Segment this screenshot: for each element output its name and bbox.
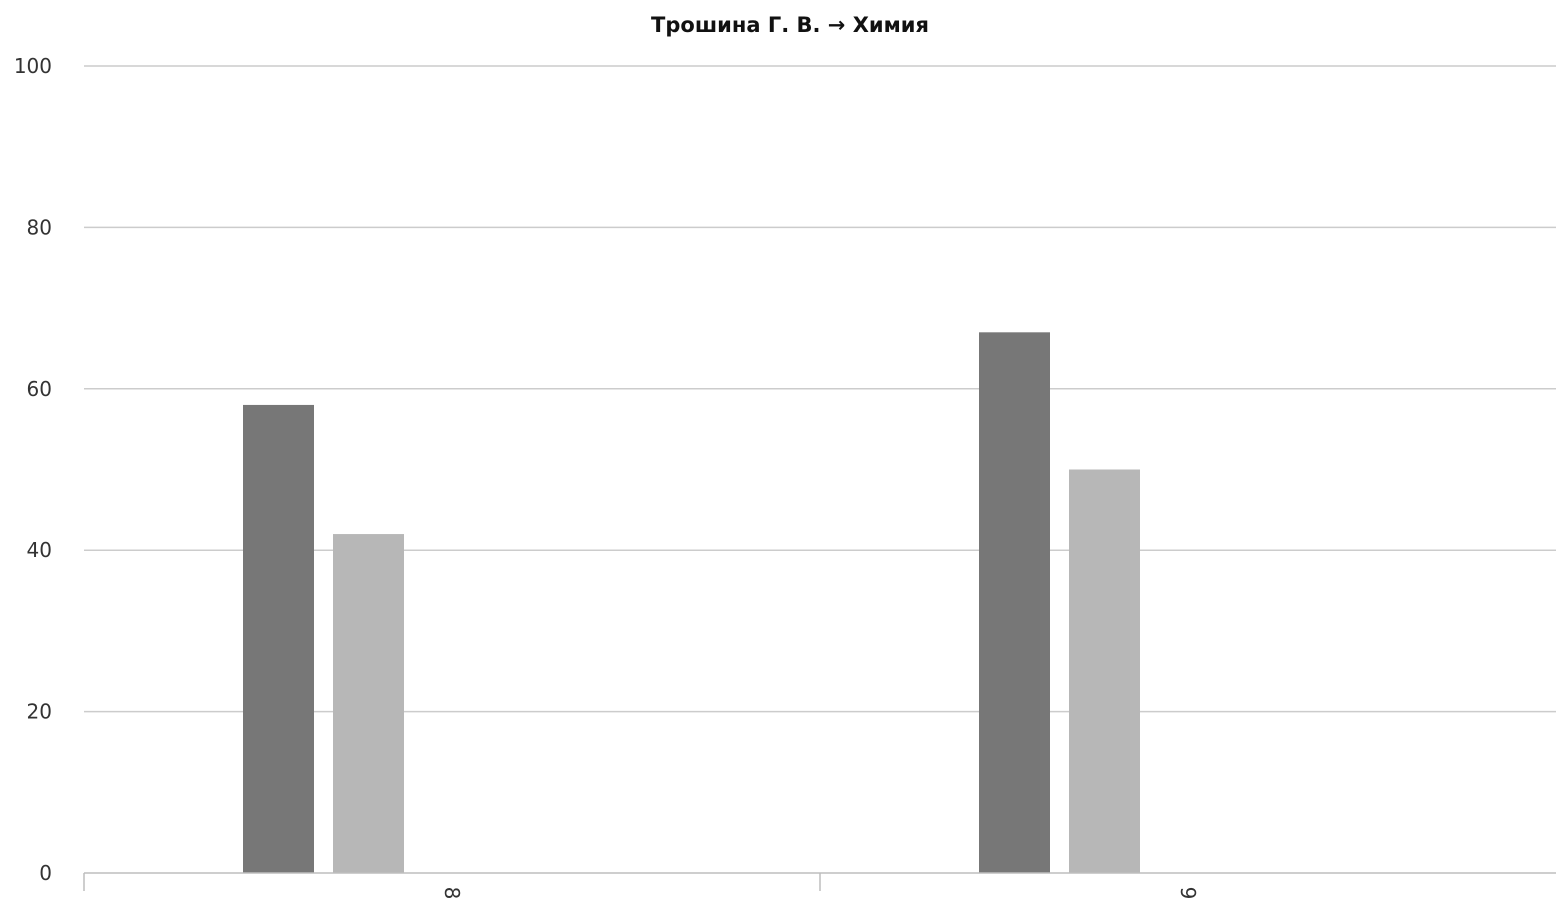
y-tick-label: 100 [14, 54, 52, 78]
y-axis-ticks: 0 20 40 60 80 100 [14, 54, 52, 885]
bar [979, 332, 1050, 873]
y-tick-label: 0 [39, 861, 52, 885]
bar [243, 404, 314, 873]
x-tick-label: 8 [440, 887, 464, 900]
x-axis [83, 872, 1556, 891]
y-tick-label: 40 [27, 538, 52, 562]
y-tick-label: 20 [27, 700, 52, 724]
bar [333, 534, 404, 873]
y-tick-label: 60 [27, 377, 52, 401]
chart-title: Трошина Г. В. → Химия [651, 13, 929, 37]
y-tick-label: 80 [27, 215, 52, 239]
bars [243, 332, 1140, 873]
bar [1069, 469, 1140, 873]
gridlines [84, 65, 1556, 713]
x-tick-label: 9 [1176, 887, 1200, 900]
